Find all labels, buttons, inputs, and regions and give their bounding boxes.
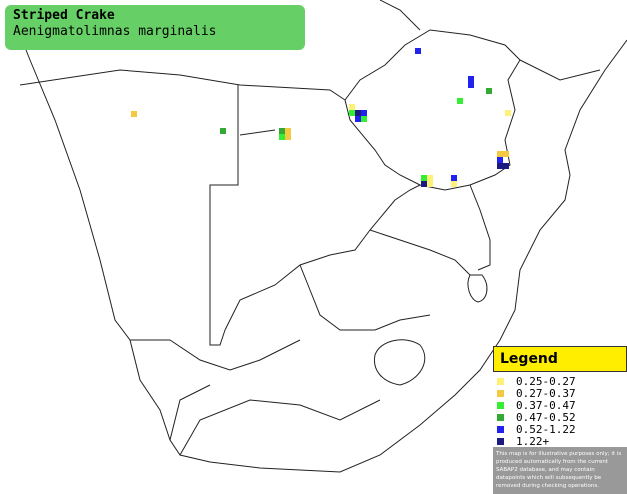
legend-item: 0.27-0.37: [497, 388, 576, 400]
atlas-cell: [349, 110, 355, 116]
legend-swatch: [497, 390, 504, 397]
legend-item: 0.47-0.52: [497, 412, 576, 424]
atlas-cell: [285, 134, 291, 140]
atlas-cell: [503, 151, 509, 157]
atlas-cell: [355, 110, 361, 116]
legend-label: 0.25-0.27: [516, 375, 576, 388]
atlas-cell: [279, 134, 285, 140]
atlas-cell: [497, 151, 503, 157]
legend-item: 0.25-0.27: [497, 376, 576, 388]
legend-item: 1.22+: [497, 436, 549, 448]
legend-label: 0.27-0.37: [516, 387, 576, 400]
atlas-cell: [457, 98, 463, 104]
atlas-cell: [361, 116, 367, 122]
atlas-cell: [131, 111, 137, 117]
atlas-cell: [415, 48, 421, 54]
legend-swatch: [497, 378, 504, 385]
title-box: Striped Crake Aenigmatolimnas marginalis: [5, 5, 305, 50]
atlas-cell: [427, 175, 433, 181]
species-name: Striped Crake: [13, 8, 115, 23]
legend-label: 1.22+: [516, 435, 550, 448]
atlas-cell: [421, 181, 427, 187]
legend-swatch: [497, 402, 504, 409]
atlas-cell: [279, 128, 285, 134]
atlas-cell: [451, 175, 457, 181]
atlas-cell: [285, 128, 291, 134]
legend-swatch: [497, 426, 504, 433]
atlas-cell: [220, 128, 226, 134]
atlas-cell: [486, 88, 492, 94]
atlas-cell: [451, 181, 457, 187]
atlas-cell: [468, 76, 474, 82]
legend: Legend This map is for illustrative purp…: [493, 346, 627, 494]
legend-item: 0.52-1.22: [497, 424, 576, 436]
atlas-cell: [497, 163, 503, 169]
atlas-cells: [131, 48, 511, 187]
atlas-cell: [505, 110, 511, 116]
legend-swatch: [497, 438, 504, 445]
atlas-cell: [355, 116, 361, 122]
legend-label: 0.52-1.22: [516, 423, 576, 436]
atlas-cell: [503, 163, 509, 169]
borders: [11, 0, 627, 473]
legend-title: Legend: [493, 346, 627, 372]
atlas-cell: [421, 175, 427, 181]
atlas-cell: [427, 181, 433, 187]
atlas-cell: [349, 104, 355, 110]
scientific-name: Aenigmatolimnas marginalis: [13, 24, 217, 39]
legend-label: 0.47-0.52: [516, 411, 576, 424]
atlas-cell: [468, 82, 474, 88]
atlas-cell: [497, 157, 503, 163]
legend-label: 0.37-0.47: [516, 399, 576, 412]
atlas-cell: [361, 110, 367, 116]
disclaimer: This map is for illustrative purposes on…: [493, 447, 627, 494]
legend-item: 0.37-0.47: [497, 400, 576, 412]
legend-swatch: [497, 414, 504, 421]
